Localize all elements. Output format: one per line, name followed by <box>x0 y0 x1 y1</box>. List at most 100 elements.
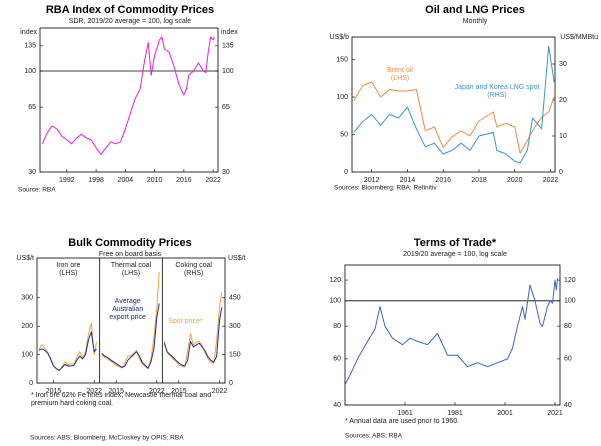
y-tick-label: 150 <box>336 56 348 63</box>
source: Source: RBA <box>18 187 56 194</box>
y2-tick-label: 100 <box>564 298 576 305</box>
x-tick-label: 2010 <box>147 177 163 184</box>
x-tick-label: 2016 <box>435 177 451 184</box>
y2-tick-label: 450 <box>229 295 241 302</box>
series-annotation-box: Average Australian export price <box>109 298 146 321</box>
series-line <box>163 292 223 368</box>
x-tick-label: 2001 <box>497 410 513 417</box>
y2-tick-label: 0 <box>229 380 233 387</box>
y-tick-label: 50 <box>340 131 348 138</box>
x-tick-label: 2022 <box>212 388 228 395</box>
chart-subtitle: 2019/20 average = 100, log scale <box>403 251 507 258</box>
source: Sources: ABS; Bloomberg; McCloskey by OP… <box>30 435 184 442</box>
x-tick-label: 1992 <box>59 177 75 184</box>
y-tick-label: 40 <box>333 402 341 409</box>
series-annotation: Brent oil <box>387 67 413 74</box>
y2-tick-label: 80 <box>564 323 572 330</box>
x-tick-label: 2022 <box>205 177 221 184</box>
y-tick-label: 80 <box>333 323 341 330</box>
y2-tick-label: 300 <box>229 323 241 330</box>
x-tick-label: 2014 <box>400 177 416 184</box>
panel-title: Iron ore <box>56 262 80 269</box>
y-tick-label: 0 <box>29 380 33 387</box>
x-tick-label: 2012 <box>364 177 380 184</box>
x-tick-label: 2016 <box>176 177 192 184</box>
panel-title: Thermal coal <box>111 262 152 269</box>
chart-subtitle: Free on board basis <box>99 251 162 258</box>
footnote: * Iron ore 62% Fe fines index; Newcastle… <box>31 392 212 407</box>
y2-tick-label: 0 <box>559 169 563 176</box>
series-annotation-axis: (RHS) <box>487 92 506 99</box>
y-tick-label: 300 <box>21 295 33 302</box>
x-tick-label: 2022 <box>149 388 165 395</box>
plot-frame <box>351 36 556 173</box>
y-tick-label: 100 <box>24 68 36 75</box>
y2-axis-label: index <box>221 29 238 36</box>
x-tick-label: 2021 <box>547 410 563 417</box>
plot-frame <box>39 27 219 173</box>
footnote: * Annual data are used prior to 1960. <box>345 418 460 425</box>
y-tick-label: 100 <box>336 94 348 101</box>
x-tick-label: 2015 <box>171 388 187 395</box>
y-tick-label: 60 <box>333 356 341 363</box>
chart-title: RBA Index of Commodity Prices <box>46 4 214 16</box>
x-tick-label: 2020 <box>507 177 523 184</box>
y-tick-label: 100 <box>329 298 341 305</box>
series-annotation-box: Spot price* <box>168 318 203 325</box>
y2-tick-label: 60 <box>564 356 572 363</box>
series-annotation: Average Australian export price <box>109 298 146 321</box>
chart-title: Oil and LNG Prices <box>425 4 525 16</box>
series-line <box>38 322 97 372</box>
x-tick-label: 2015 <box>108 388 124 395</box>
y-tick-label: 200 <box>21 323 33 330</box>
x-tick-label: 2022 <box>86 388 102 395</box>
y-axis-label: US$/b <box>330 34 350 41</box>
y2-tick-label: 120 <box>564 277 576 284</box>
panel-title: Coking coal <box>175 262 212 269</box>
x-tick-label: 1998 <box>88 177 104 184</box>
series-line <box>353 81 555 154</box>
y2-tick-label: 20 <box>559 97 567 104</box>
y2-tick-label: 30 <box>559 61 567 68</box>
y-axis-label: index <box>20 29 37 36</box>
y2-tick-label: 10 <box>559 133 567 140</box>
y-tick-label: 30 <box>28 169 36 176</box>
footnote-box: * Iron ore 62% Fe fines index; Newcastle… <box>31 392 212 407</box>
y2-tick-label: 40 <box>564 402 572 409</box>
series-annotation: Japan and Korea LNG spot <box>455 84 540 91</box>
y-axis-label: US$/t <box>16 255 34 262</box>
x-tick-label: 2022 <box>543 177 559 184</box>
series-line <box>41 36 216 155</box>
y-tick-label: 135 <box>24 43 36 50</box>
x-tick-label: 2015 <box>46 388 62 395</box>
x-tick-label: 2004 <box>118 177 134 184</box>
chart-subtitle: SDR, 2019/20 average = 100, log scale <box>69 18 191 25</box>
y2-tick-label: 135 <box>222 43 234 50</box>
series-line <box>353 45 555 164</box>
y2-tick-label: 65 <box>222 104 230 111</box>
x-tick-label: 1961 <box>397 410 413 417</box>
panel-note: (LHS) <box>59 270 77 277</box>
series-annotation: Spot price* <box>168 318 203 325</box>
x-tick-label: 1981 <box>447 410 463 417</box>
y-tick-label: 65 <box>28 104 36 111</box>
chart-title: Terms of Trade* <box>414 237 497 249</box>
footnote-box: * Annual data are used prior to 1960. <box>345 418 460 425</box>
panel-note: (RHS) <box>184 270 203 277</box>
y2-axis-label: US$/t <box>228 255 246 262</box>
y2-tick-label: 30 <box>222 169 230 176</box>
series-line <box>101 272 160 370</box>
source: Sources: ABS; RBA <box>345 433 403 440</box>
panel-note: (LHS) <box>122 270 140 277</box>
y-tick-label: 120 <box>329 277 341 284</box>
y-tick-label: 100 <box>21 351 33 358</box>
source: Sources: Bloomberg; RBA; Refinitiv <box>334 185 437 192</box>
y-tick-label: 0 <box>344 169 348 176</box>
plot-frame <box>36 257 226 384</box>
y2-axis-label: US$/MMBtu <box>560 34 598 41</box>
series-line <box>344 278 558 385</box>
series-line <box>163 307 223 367</box>
chart-subtitle: Monthly <box>463 18 488 25</box>
chart-title: Bulk Commodity Prices <box>68 237 191 249</box>
